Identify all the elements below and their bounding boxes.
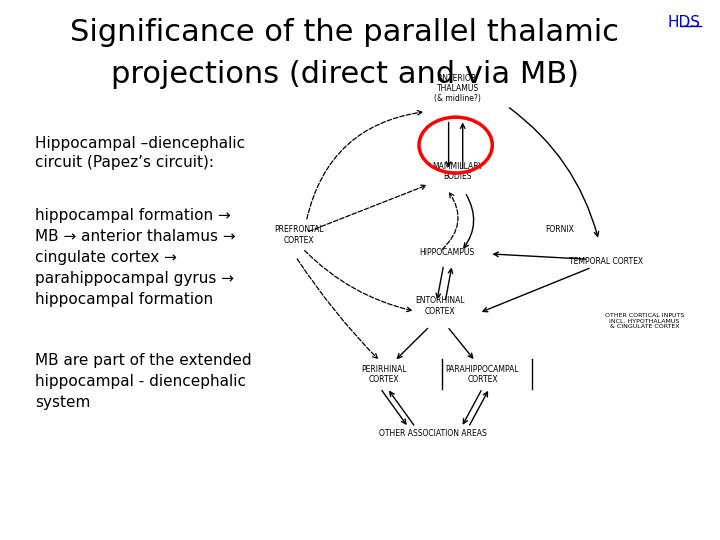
- Text: hippocampal formation →
MB → anterior thalamus →
cingulate cortex →
parahippocam: hippocampal formation → MB → anterior th…: [35, 208, 235, 307]
- Text: PREFRONTAL
CORTEX: PREFRONTAL CORTEX: [274, 225, 324, 245]
- Text: projections (direct and via MB): projections (direct and via MB): [111, 60, 579, 90]
- Text: OTHER ASSOCIATION AREAS: OTHER ASSOCIATION AREAS: [379, 429, 487, 438]
- Text: PARAHIPPOCAMPAL
CORTEX: PARAHIPPOCAMPAL CORTEX: [446, 365, 519, 384]
- Text: TEMPORAL CORTEX: TEMPORAL CORTEX: [569, 258, 643, 266]
- Text: MAMMILLARY
BODIES: MAMMILLARY BODIES: [433, 162, 483, 181]
- Text: HIPPOCAMPUS: HIPPOCAMPUS: [420, 247, 474, 256]
- Text: OTHER CORTICAL INPUTS
INCL. HYPOTHALAMUS
& CINGULATE CORTEX: OTHER CORTICAL INPUTS INCL. HYPOTHALAMUS…: [605, 313, 684, 329]
- Text: HDS: HDS: [668, 15, 701, 30]
- Text: MB are part of the extended
hippocampal - diencephalic
system: MB are part of the extended hippocampal …: [35, 353, 251, 410]
- Text: ANTERIOR
THALAMUS
(& midline?): ANTERIOR THALAMUS (& midline?): [434, 73, 481, 104]
- Text: PERIRHINAL
CORTEX: PERIRHINAL CORTEX: [361, 365, 407, 384]
- Text: Significance of the parallel thalamic: Significance of the parallel thalamic: [71, 17, 619, 46]
- Text: ENTORHINAL
CORTEX: ENTORHINAL CORTEX: [415, 296, 465, 316]
- Text: Hippocampal –diencephalic
circuit (Papez’s circuit):: Hippocampal –diencephalic circuit (Papez…: [35, 136, 245, 171]
- Text: FORNIX: FORNIX: [546, 225, 575, 234]
